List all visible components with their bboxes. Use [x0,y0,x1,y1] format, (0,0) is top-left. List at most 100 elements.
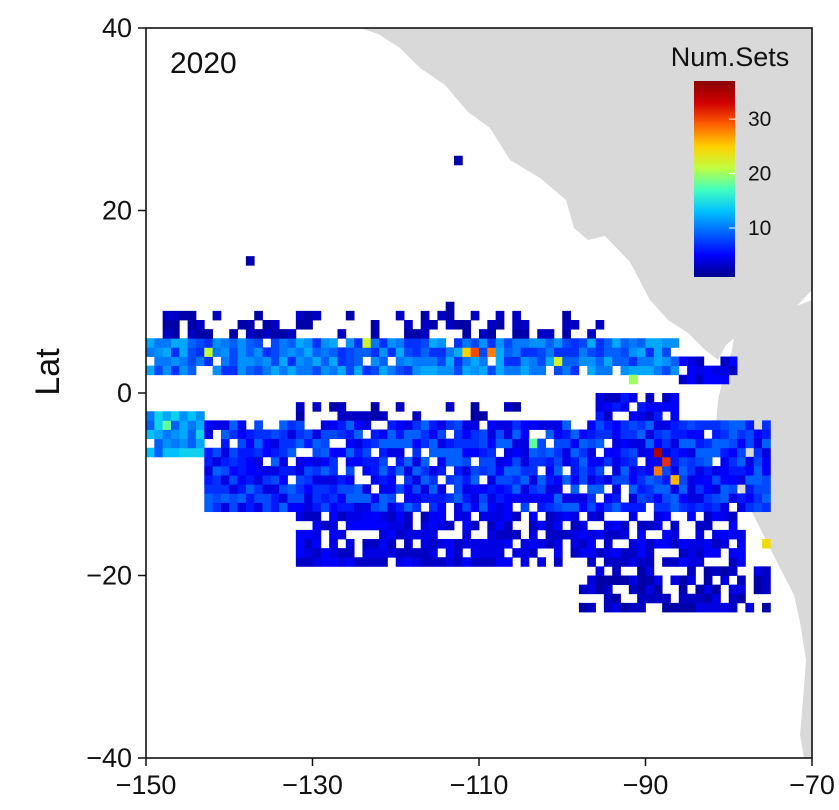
heatmap-cell [287,365,297,376]
heatmap-cell [628,456,638,467]
heatmap-cell [728,520,738,531]
heatmap-cell [628,447,638,458]
heatmap-cell [545,475,555,485]
heatmap-cell [595,420,605,430]
heatmap-cell [304,502,313,513]
heatmap-cell [295,438,305,449]
heatmap-cell [420,429,430,440]
heatmap-cell [745,602,755,613]
heatmap-cell [354,456,363,467]
heatmap-cell [304,320,313,330]
heatmap-cell [312,365,322,376]
heatmap-cell [520,557,530,567]
heatmap-cell [345,502,355,513]
heatmap-cell [454,447,463,458]
heatmap-cell [512,329,522,339]
heatmap-cell [462,320,472,330]
heatmap-cell [678,539,688,549]
heatmap-cell [362,502,372,513]
heatmap-cell [354,484,363,494]
heatmap-cell [695,456,705,467]
heatmap-cell [645,548,655,558]
heatmap-cell [354,338,363,348]
heatmap-cell [570,520,580,531]
heatmap-cell [720,475,730,485]
heatmap-cell [337,347,347,357]
heatmap-cell [445,520,455,531]
heatmap-cell [237,356,247,367]
heatmap-cell [379,493,388,503]
heatmap-cell [429,511,438,522]
heatmap-cell [562,310,571,321]
heatmap-cell [645,575,655,586]
heatmap-cell [487,539,497,549]
heatmap-cell [487,484,497,494]
heatmap-cell [603,475,613,485]
heatmap-cell [187,420,197,430]
x-tick-label: −130 [282,770,343,800]
heatmap-cell [345,310,355,321]
heatmap-cell [487,429,497,440]
heatmap-cell [354,420,363,430]
heatmap-cell [146,411,155,421]
heatmap-cell [462,502,472,513]
heatmap-cell [720,539,730,549]
heatmap-cell [337,502,347,513]
heatmap-cell [503,502,513,513]
heatmap-cell [520,456,530,467]
heatmap-cell [703,420,713,430]
heatmap-cell [220,420,230,430]
heatmap-cell [470,502,480,513]
heatmap-cell [445,475,455,485]
heatmap-cell [404,456,413,467]
heatmap-cell [545,356,555,367]
heatmap-cell [595,356,605,367]
heatmap-cell [262,438,272,449]
heatmap-cell [354,557,363,567]
heatmap-cell [187,320,197,330]
heatmap-cell [495,493,505,503]
heatmap-cell [445,557,455,567]
heatmap-cell [470,365,480,376]
heatmap-cell [337,329,347,339]
heatmap-cell [337,484,347,494]
heatmap-cell [578,338,588,348]
heatmap-cell [337,557,347,567]
heatmap-cell [653,475,663,485]
heatmap-cell [628,393,638,403]
heatmap-cell [470,356,480,367]
heatmap-cell [429,429,438,440]
heatmap-cell [237,475,247,485]
heatmap-cell [637,475,646,485]
heatmap-cell [587,502,596,513]
heatmap-cell [628,411,638,421]
heatmap-cell [620,429,630,440]
heatmap-cell [670,602,680,613]
heatmap-cell [154,338,164,348]
heatmap-cell [512,484,522,494]
heatmap-cell [329,539,338,549]
heatmap-cell [479,438,488,449]
heatmap-cell [462,329,472,339]
heatmap-cell [295,310,305,321]
heatmap-cell [404,438,413,449]
heatmap-cell [503,466,513,476]
heatmap-cell [487,320,497,330]
heatmap-cell [628,475,638,485]
heatmap-cell [737,557,746,567]
heatmap-cell [295,502,305,513]
heatmap-cell [645,466,655,476]
heatmap-cell [329,429,338,440]
heatmap-cell [370,520,380,531]
heatmap-cell [420,320,430,330]
heatmap-cell [562,429,571,440]
heatmap-cell [479,557,488,567]
heatmap-cell [528,493,538,503]
heatmap-cell [395,466,405,476]
heatmap-cell [345,411,355,421]
heatmap-cell [395,402,405,412]
heatmap-cell [620,502,630,513]
heatmap-cell [712,548,721,558]
heatmap-cell [720,466,730,476]
